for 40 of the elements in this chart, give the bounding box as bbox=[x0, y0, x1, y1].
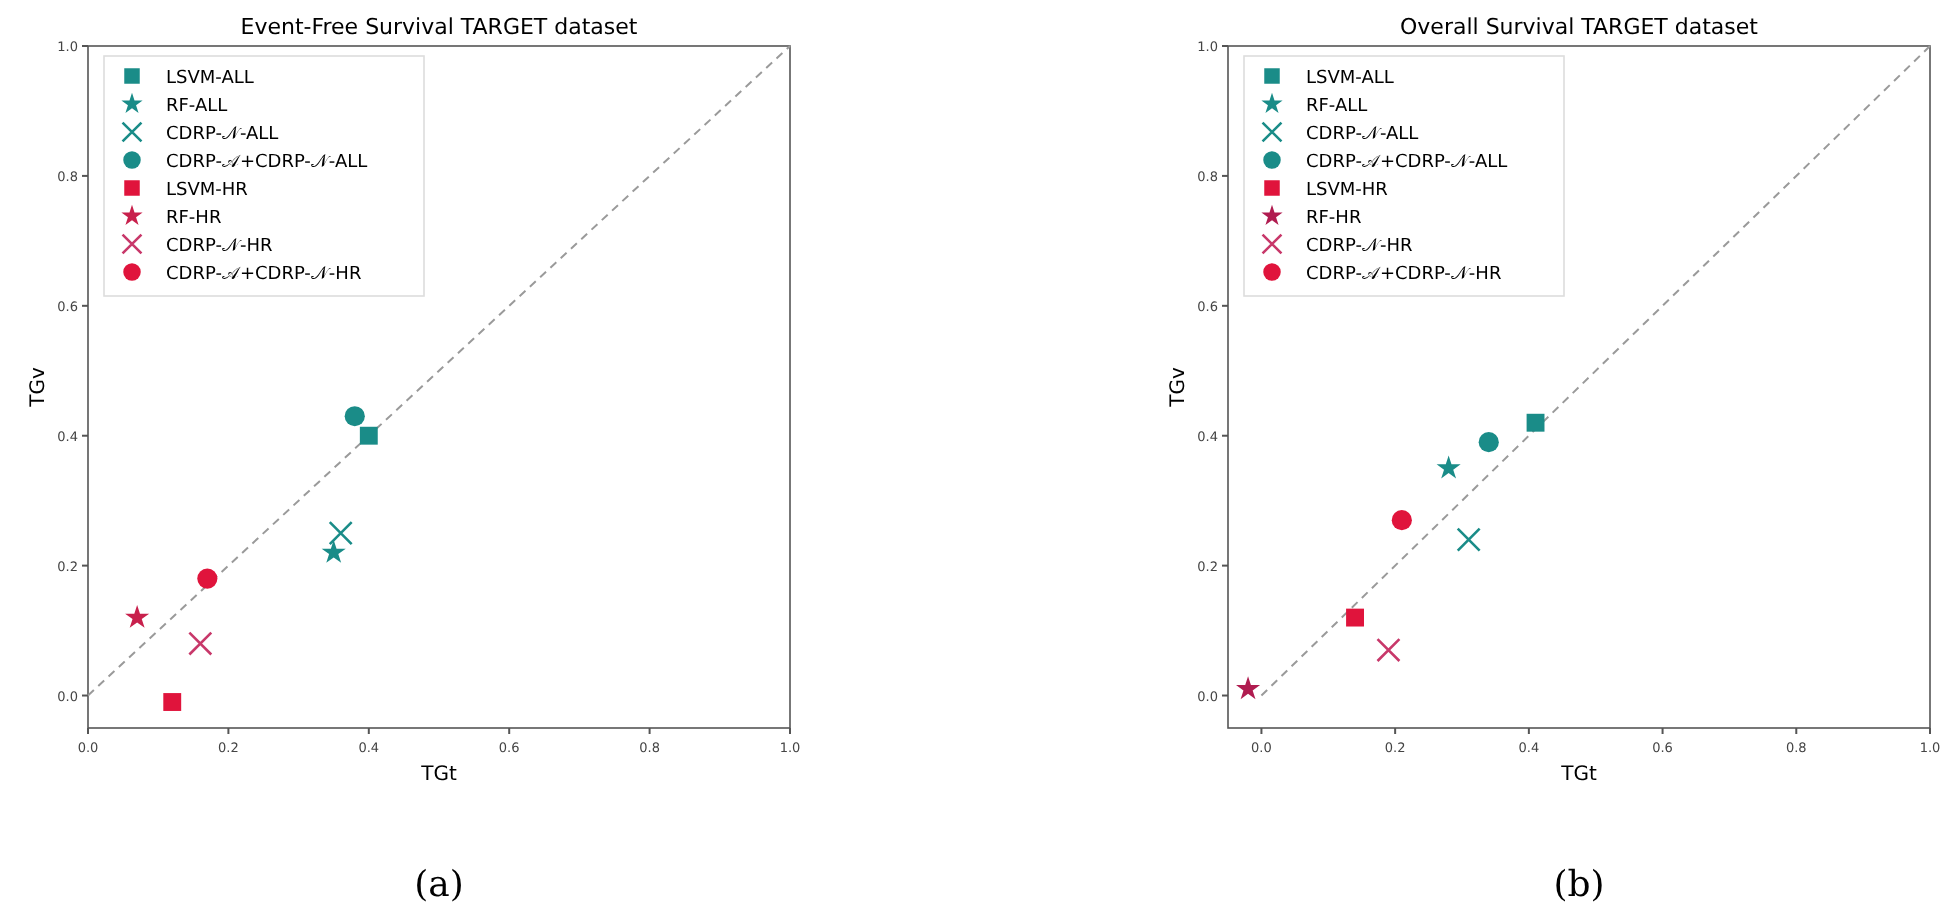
legend-label: RF-HR bbox=[166, 209, 222, 229]
point bbox=[344, 406, 365, 427]
legend-label: LSVM-HR bbox=[166, 181, 248, 201]
legend-label: CDRP-𝒜+CDRP-𝒩-ALL bbox=[1306, 153, 1508, 173]
y-axis-title: TGv bbox=[28, 367, 50, 409]
point bbox=[163, 693, 182, 711]
point bbox=[1376, 637, 1401, 663]
point bbox=[1478, 432, 1499, 453]
y-axis-title: TGv bbox=[1168, 367, 1190, 409]
point bbox=[125, 604, 150, 628]
legend-label: CDRP-𝒜+CDRP-𝒩-ALL bbox=[166, 153, 368, 173]
point bbox=[1456, 527, 1481, 552]
point bbox=[197, 568, 218, 589]
point bbox=[321, 539, 346, 563]
legend-label: RF-HR bbox=[1306, 209, 1362, 229]
legend-label: LSVM-ALL bbox=[166, 69, 254, 89]
x-axis-title: TGt bbox=[1559, 764, 1597, 786]
point bbox=[188, 631, 213, 656]
point bbox=[1526, 413, 1545, 432]
chart-title: Overall Survival TARGET dataset bbox=[1400, 14, 1760, 40]
legend-label: RF-ALL bbox=[1306, 97, 1368, 117]
point bbox=[1236, 676, 1261, 700]
legend-label: CDRP-𝒜+CDRP-𝒩-HR bbox=[1306, 265, 1502, 285]
text: (a) bbox=[414, 864, 464, 906]
legend-label: LSVM-ALL bbox=[1306, 69, 1394, 89]
point bbox=[1391, 510, 1412, 531]
text: (b) bbox=[1553, 864, 1605, 906]
legend-label: CDRP-𝒩-ALL bbox=[1306, 125, 1419, 145]
legend-label: CDRP-𝒜+CDRP-𝒩-HR bbox=[166, 265, 362, 285]
legend-label: LSVM-HR bbox=[1306, 181, 1388, 201]
x-axis-title: TGt bbox=[419, 764, 457, 786]
legend-label: CDRP-𝒩-ALL bbox=[166, 125, 279, 145]
point bbox=[1346, 608, 1364, 627]
legend-label: RF-ALL bbox=[166, 97, 228, 117]
point bbox=[359, 426, 378, 445]
legend-label: CDRP-𝒩-HR bbox=[1306, 237, 1413, 257]
chart-title: Event-Free Survival TARGET dataset bbox=[240, 14, 639, 40]
point bbox=[328, 520, 353, 546]
point bbox=[1436, 455, 1461, 479]
legend-label: CDRP-𝒩-HR bbox=[166, 237, 273, 257]
